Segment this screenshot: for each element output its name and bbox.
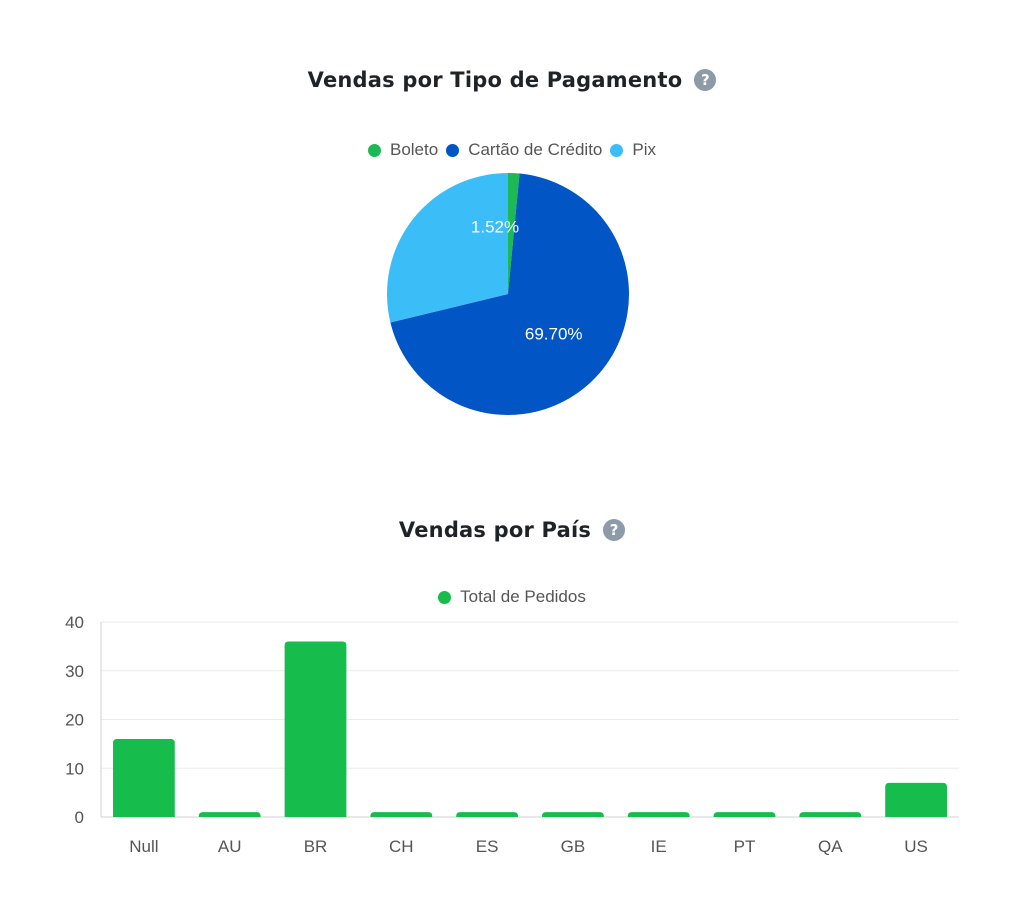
pie-slice-cartao-de-credito[interactable] xyxy=(390,173,629,415)
x-tick-label: IE xyxy=(651,837,667,856)
pie-legend: Boleto Cartão de Crédito Pix xyxy=(0,138,1024,162)
y-tick-label: 20 xyxy=(65,711,84,730)
bar-chart: 0 10 20 30 40 Null AU BR CH ES GB IE PT QA US xyxy=(65,613,959,856)
legend-marker xyxy=(610,143,624,157)
x-tick-label: CH xyxy=(389,837,414,856)
x-tick-label: AU xyxy=(218,837,242,856)
bar-pt[interactable] xyxy=(713,812,776,817)
bar-br[interactable] xyxy=(284,641,347,818)
x-tick-label: ES xyxy=(476,837,499,856)
y-tick-label: 40 xyxy=(65,613,84,632)
legend-label: Cartão de Crédito xyxy=(468,140,603,159)
x-tick-label: BR xyxy=(304,837,328,856)
bar-chart-title: Vendas por País xyxy=(398,518,592,542)
bar-null[interactable] xyxy=(113,739,175,817)
y-tick-label: 10 xyxy=(65,759,84,778)
bar-legend: Total de Pedidos xyxy=(0,585,1024,609)
legend-item-boleto[interactable]: Boleto xyxy=(367,140,439,160)
legend-item-total-de-pedidos[interactable]: Total de Pedidos xyxy=(438,587,586,607)
legend-marker xyxy=(438,590,452,604)
y-tick-label: 30 xyxy=(65,662,84,681)
bar-us[interactable] xyxy=(885,782,947,817)
legend-label: Boleto xyxy=(389,140,439,159)
bar-ie[interactable] xyxy=(627,812,690,817)
pie-slice-boleto[interactable] xyxy=(508,173,520,294)
pie-slice-pix[interactable] xyxy=(387,173,508,323)
legend-label: Pix xyxy=(632,140,656,159)
legend-marker xyxy=(367,143,381,157)
bar-qa[interactable] xyxy=(799,812,862,817)
pie-chart-title: Vendas por Tipo de Pagamento xyxy=(307,68,683,92)
pie-chart: 1.52% 69.70% xyxy=(387,173,629,415)
bar-gb[interactable] xyxy=(542,812,604,817)
pie-chart-header: Vendas por Tipo de Pagamento ? xyxy=(0,62,1024,98)
y-tick-label: 0 xyxy=(75,808,84,827)
pie-data-label: 1.52% xyxy=(471,218,519,237)
legend-marker xyxy=(446,143,460,157)
bar-au[interactable] xyxy=(198,812,261,817)
legend-label: Total de Pedidos xyxy=(460,587,586,606)
help-icon[interactable]: ? xyxy=(603,519,626,541)
x-tick-label: GB xyxy=(561,837,586,856)
legend-item-pix[interactable]: Pix xyxy=(610,140,656,160)
bar-es[interactable] xyxy=(456,812,518,817)
x-tick-label: QA xyxy=(818,837,843,856)
bar-chart-header: Vendas por País ? xyxy=(0,512,1024,548)
x-tick-label: Null xyxy=(129,837,158,856)
x-tick-label: US xyxy=(904,837,928,856)
x-tick-label: PT xyxy=(734,837,756,856)
help-icon[interactable]: ? xyxy=(694,69,717,91)
legend-item-cartao-de-credito[interactable]: Cartão de Crédito xyxy=(446,140,602,160)
pie-data-label: 69.70% xyxy=(525,325,583,344)
bar-ch[interactable] xyxy=(370,812,433,817)
